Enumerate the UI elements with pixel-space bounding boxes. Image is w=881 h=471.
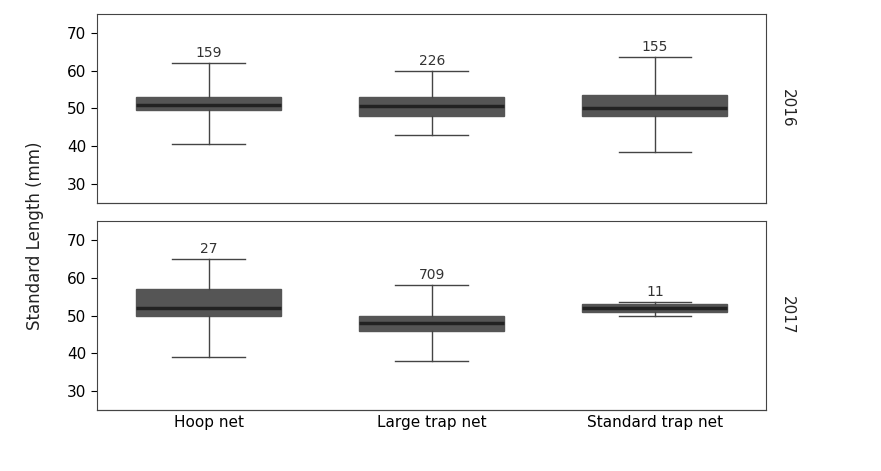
Text: 155: 155 [641,41,668,55]
PathPatch shape [136,97,281,110]
Text: 159: 159 [196,46,222,60]
Text: 226: 226 [418,54,445,68]
Text: 709: 709 [418,268,445,283]
PathPatch shape [359,97,504,116]
PathPatch shape [582,95,728,116]
Text: Standard Length (mm): Standard Length (mm) [26,141,44,330]
PathPatch shape [136,289,281,316]
PathPatch shape [359,316,504,331]
Y-axis label: 2017: 2017 [781,296,796,335]
PathPatch shape [582,304,728,312]
Y-axis label: 2016: 2016 [781,89,796,128]
Text: 27: 27 [200,242,218,256]
Text: 11: 11 [646,285,663,300]
